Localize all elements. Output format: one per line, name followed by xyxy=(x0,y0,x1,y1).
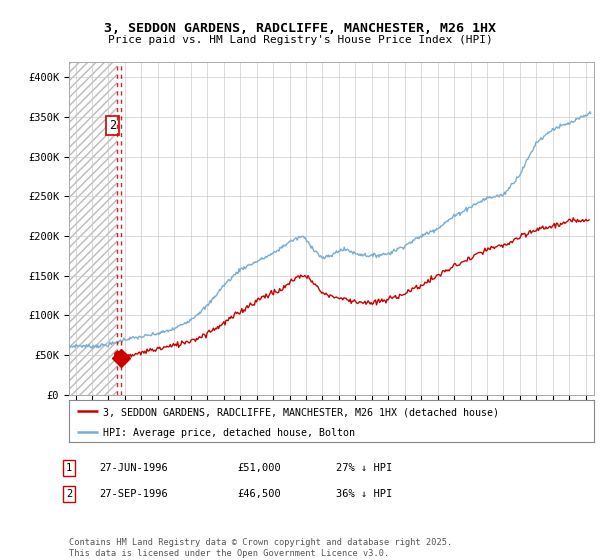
Text: Contains HM Land Registry data © Crown copyright and database right 2025.
This d: Contains HM Land Registry data © Crown c… xyxy=(69,538,452,558)
Text: HPI: Average price, detached house, Bolton: HPI: Average price, detached house, Bolt… xyxy=(103,428,355,438)
Text: 3, SEDDON GARDENS, RADCLIFFE, MANCHESTER, M26 1HX (detached house): 3, SEDDON GARDENS, RADCLIFFE, MANCHESTER… xyxy=(103,407,499,417)
Text: 27-SEP-1996: 27-SEP-1996 xyxy=(99,489,168,499)
Text: 2: 2 xyxy=(66,489,72,499)
Bar xyxy=(69,62,116,395)
Text: £46,500: £46,500 xyxy=(237,489,281,499)
Text: 27-JUN-1996: 27-JUN-1996 xyxy=(99,463,168,473)
Text: 36% ↓ HPI: 36% ↓ HPI xyxy=(336,489,392,499)
Text: 27% ↓ HPI: 27% ↓ HPI xyxy=(336,463,392,473)
Text: 1: 1 xyxy=(66,463,72,473)
Text: 2: 2 xyxy=(109,119,116,132)
Text: Price paid vs. HM Land Registry's House Price Index (HPI): Price paid vs. HM Land Registry's House … xyxy=(107,35,493,45)
Text: 3, SEDDON GARDENS, RADCLIFFE, MANCHESTER, M26 1HX: 3, SEDDON GARDENS, RADCLIFFE, MANCHESTER… xyxy=(104,22,496,35)
Text: £51,000: £51,000 xyxy=(237,463,281,473)
